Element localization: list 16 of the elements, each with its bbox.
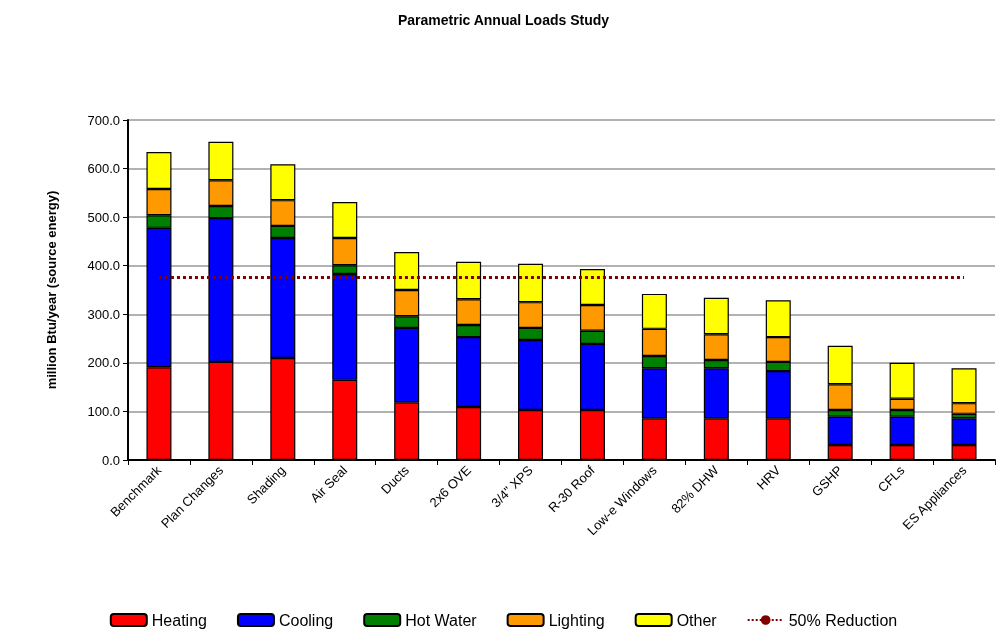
chart-title: Parametric Annual Loads Study	[397, 12, 610, 28]
legend-label: Heating	[151, 611, 207, 629]
y-tick-label: 100.0	[87, 403, 120, 419]
y-tick-label: 600.0	[87, 161, 120, 177]
legend-label: Cooling	[278, 611, 334, 629]
legend-label: Hot Water	[405, 611, 478, 629]
y-tick-label: 300.0	[87, 306, 120, 322]
y-tick-label: 500.0	[87, 209, 120, 225]
legend-label: 50% Reduction	[788, 611, 898, 629]
y-tick-label: 400.0	[87, 258, 120, 274]
y-tick-label: 0.0	[101, 452, 120, 468]
y-axis-title: million Btu/year (source energy)	[44, 190, 59, 390]
y-tick-label: 200.0	[87, 355, 120, 371]
legend-label: Other	[676, 611, 718, 629]
legend-label: Lighting	[548, 611, 605, 629]
y-tick-label: 700.0	[87, 112, 120, 128]
